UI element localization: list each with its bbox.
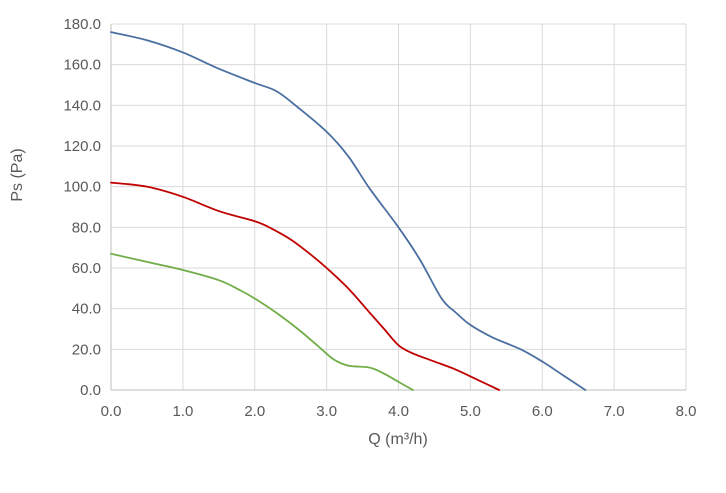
y-tick-labels: 0.0 20.0 40.0 60.0 80.0 100.0 120.0 140.0 160.0 1… [63,16,101,399]
y-tick-label: 40.0 [72,301,101,318]
y-tick-label: 80.0 [72,219,101,236]
y-axis-title: Ps (Pa) [9,148,26,201]
x-axis-title: Q (m³/h) [368,431,428,448]
series-line-3 [110,252,414,391]
y-tick-label: 100.0 [63,179,101,196]
y-tick-label: 20.0 [72,341,101,358]
x-tick-label: 4.0 [388,403,409,420]
x-tick-label: 0.0 [101,403,122,420]
x-tick-label: 1.0 [172,403,193,420]
x-tick-labels: 0.0 1.0 2.0 3.0 4.0 5.0 6.0 7.0 8.0 [101,403,697,420]
x-tick-label: 8.0 [676,403,697,420]
axes [110,24,686,391]
x-tick-label: 2.0 [244,403,265,420]
x-tick-label: 5.0 [460,403,481,420]
series-line-1 [110,31,587,391]
x-tick-label: 7.0 [604,403,625,420]
grid [111,23,687,390]
y-tick-label: 180.0 [63,16,101,33]
y-tick-label: 60.0 [72,260,101,277]
x-tick-label: 3.0 [316,403,337,420]
series-line-2 [110,181,501,391]
y-tick-label: 120.0 [63,138,101,155]
y-tick-label: 160.0 [63,57,101,74]
series-layer [110,31,587,391]
y-tick-label: 0.0 [80,382,101,399]
y-tick-label: 140.0 [63,97,101,114]
x-tick-label: 6.0 [532,403,553,420]
